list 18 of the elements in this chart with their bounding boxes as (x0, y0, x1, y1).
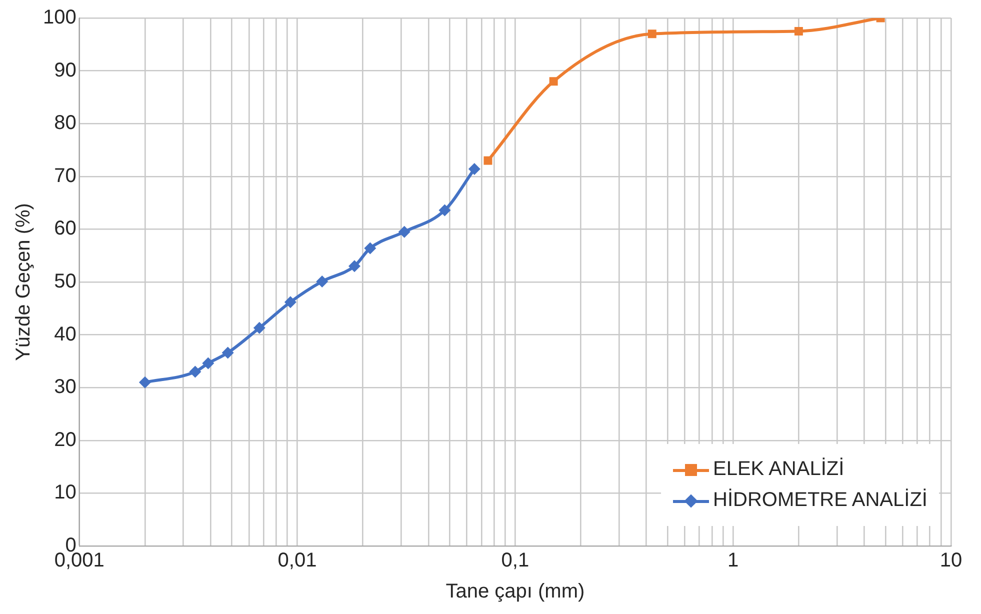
y-tick-label: 90 (54, 59, 76, 82)
x-axis-title: Tane çapı (mm) (446, 580, 585, 603)
y-tick-label: 100 (42, 6, 76, 29)
y-tick-label: 80 (54, 112, 76, 134)
y-tick-label: 60 (54, 218, 76, 240)
legend-label: ELEK ANALİZİ (713, 458, 844, 481)
x-tick-label: 1 (728, 550, 739, 572)
y-tick-label: 40 (54, 323, 76, 346)
legend-label: HİDROMETRE ANALİZİ (713, 489, 928, 512)
y-axis-title: Yüzde Geçen (%) (12, 203, 35, 361)
y-tick-label: 20 (54, 428, 76, 451)
y-tick-label: 10 (54, 482, 76, 504)
y-tick-label: 30 (54, 376, 76, 398)
x-tick-label: 10 (940, 550, 962, 572)
y-tick-label: 50 (54, 270, 76, 293)
y-tick-label: 70 (54, 164, 76, 187)
x-tick-label: 0,01 (278, 550, 317, 572)
x-tick-label: 0,1 (501, 550, 530, 572)
